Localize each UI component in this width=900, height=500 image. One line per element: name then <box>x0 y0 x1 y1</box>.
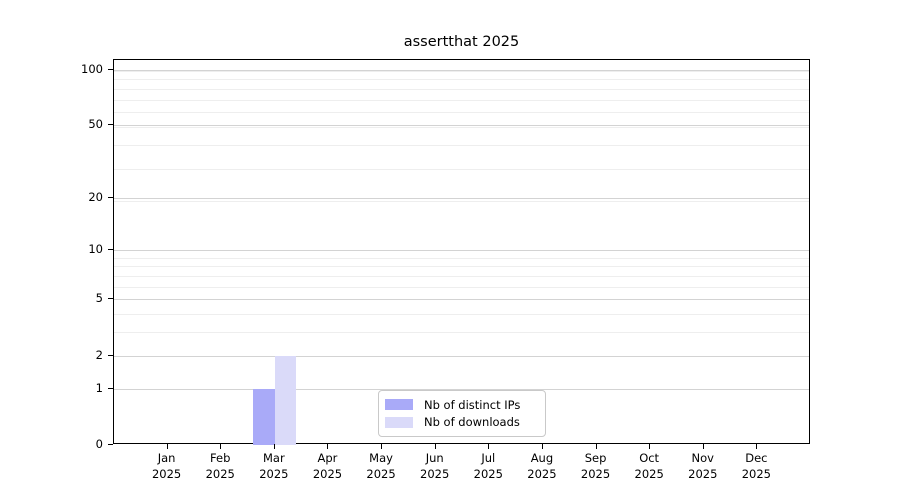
plot-area <box>113 59 810 445</box>
y-tick-label: 10 <box>88 242 103 257</box>
gridline-minor <box>114 88 809 90</box>
gridline-minor <box>114 70 809 72</box>
x-tick-label: Aug 2025 <box>527 451 557 481</box>
y-tick-mark <box>108 249 113 251</box>
x-tick-mark <box>649 444 651 449</box>
gridline-minor <box>114 286 809 288</box>
y-tick-label: 1 <box>95 380 103 395</box>
x-tick-label: Jan 2025 <box>151 451 182 481</box>
gridline-minor <box>114 168 809 170</box>
x-tick-mark <box>702 444 704 449</box>
x-tick-mark <box>488 444 490 449</box>
x-tick-label: Mar 2025 <box>259 451 289 481</box>
gridline-minor <box>114 275 809 277</box>
x-tick-mark <box>273 444 275 449</box>
legend-swatch-distinct-ips <box>385 399 413 411</box>
x-tick-label: Jul 2025 <box>473 451 503 481</box>
x-tick-mark <box>541 444 543 449</box>
x-tick-label: Nov 2025 <box>688 451 718 481</box>
gridline-major <box>114 299 809 301</box>
x-tick-label: Feb 2025 <box>205 451 235 481</box>
y-tick-label: 20 <box>88 189 103 204</box>
gridline-minor <box>114 112 809 114</box>
x-tick-mark <box>434 444 436 449</box>
gridline-major <box>114 69 809 71</box>
y-tick-mark <box>108 298 113 300</box>
x-tick-label: Jun 2025 <box>420 451 450 481</box>
y-tick-mark <box>108 444 113 445</box>
bar-nb-of-distinct-ips <box>253 388 275 445</box>
x-tick-mark <box>381 444 383 449</box>
y-tick-label: 5 <box>95 291 103 306</box>
gridline-minor <box>114 332 809 334</box>
gridline-minor <box>114 99 809 101</box>
gridline-major <box>114 197 809 199</box>
x-tick-label: Dec 2025 <box>741 451 772 481</box>
x-tick-label: Sep 2025 <box>580 451 611 481</box>
x-tick-mark <box>595 444 597 449</box>
gridline-minor <box>114 266 809 268</box>
legend: Nb of distinct IPs Nb of downloads <box>378 390 546 437</box>
gridline-minor <box>114 257 809 259</box>
y-tick-label: 2 <box>95 347 103 362</box>
legend-label: Nb of downloads <box>424 415 520 430</box>
y-tick-label: 100 <box>81 61 103 76</box>
gridline-major <box>114 125 809 127</box>
gridline-minor <box>114 314 809 316</box>
x-tick-label: Apr 2025 <box>312 451 343 481</box>
bar-nb-of-downloads <box>274 355 297 445</box>
legend-item: Nb of distinct IPs <box>385 396 537 414</box>
y-tick-mark <box>108 196 113 198</box>
y-tick-label: 0 <box>95 437 103 451</box>
gridline-major <box>114 355 809 357</box>
y-tick-label: 50 <box>88 117 103 132</box>
x-tick-label: Oct 2025 <box>634 451 664 481</box>
y-tick-mark <box>108 124 113 126</box>
gridline-minor <box>114 201 809 203</box>
x-tick-mark <box>220 444 222 449</box>
gridline-minor <box>114 145 809 147</box>
legend-swatch-downloads <box>385 416 413 428</box>
x-tick-mark <box>327 444 329 449</box>
gridline-minor <box>114 126 809 128</box>
gridline-major <box>114 388 809 390</box>
gridline-major <box>114 250 809 252</box>
y-tick-mark <box>108 68 113 70</box>
y-tick-mark <box>108 387 113 389</box>
legend-label: Nb of distinct IPs <box>424 397 521 412</box>
y-tick-mark <box>108 354 113 356</box>
x-tick-mark <box>756 444 758 449</box>
x-tick-label: May 2025 <box>366 451 396 481</box>
chart-title: assertthat 2025 <box>403 34 520 50</box>
legend-item: Nb of downloads <box>385 414 537 432</box>
gridline-minor <box>114 79 809 81</box>
x-tick-mark <box>166 444 168 449</box>
